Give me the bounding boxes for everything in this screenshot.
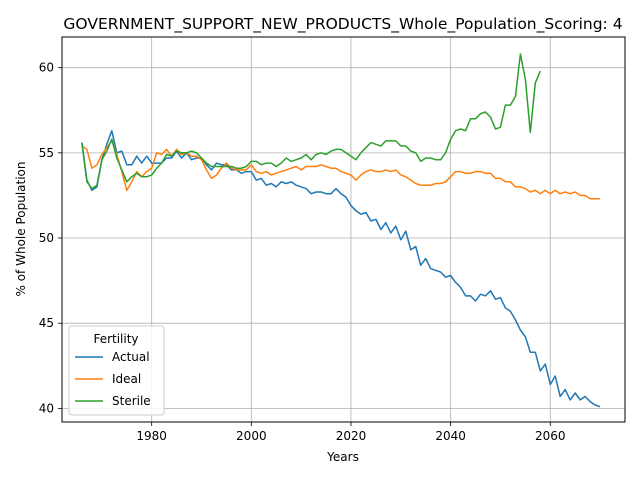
series-line-actual <box>81 129 601 408</box>
chart-title: GOVERNMENT_SUPPORT_NEW_PRODUCTS_Whole_Po… <box>63 15 622 34</box>
legend-label-actual: Actual <box>112 350 150 364</box>
series-line-sterile <box>81 53 541 190</box>
x-tick-label: 2020 <box>336 429 367 443</box>
y-tick-label: 40 <box>39 401 54 415</box>
y-tick-label: 60 <box>39 61 54 75</box>
legend-label-ideal: Ideal <box>112 372 141 386</box>
x-tick-label: 2060 <box>535 429 566 443</box>
x-tick-label: 2000 <box>236 429 267 443</box>
legend-label-sterile: Sterile <box>112 394 151 408</box>
legend-box <box>68 325 165 416</box>
y-tick-label: 55 <box>39 146 54 160</box>
legend: Fertility Actual Ideal Sterile <box>68 325 165 416</box>
series-line-ideal <box>81 140 601 200</box>
legend-title: Fertility <box>93 332 138 346</box>
y-tick-label: 50 <box>39 231 54 245</box>
y-axis-label: % of Whole Population <box>14 162 28 297</box>
x-tick-label: 1980 <box>136 429 167 443</box>
y-tick-label: 45 <box>39 316 54 330</box>
x-axis-label: Years <box>326 450 359 464</box>
plot-frame <box>61 36 626 423</box>
x-tick-label: 2040 <box>435 429 466 443</box>
